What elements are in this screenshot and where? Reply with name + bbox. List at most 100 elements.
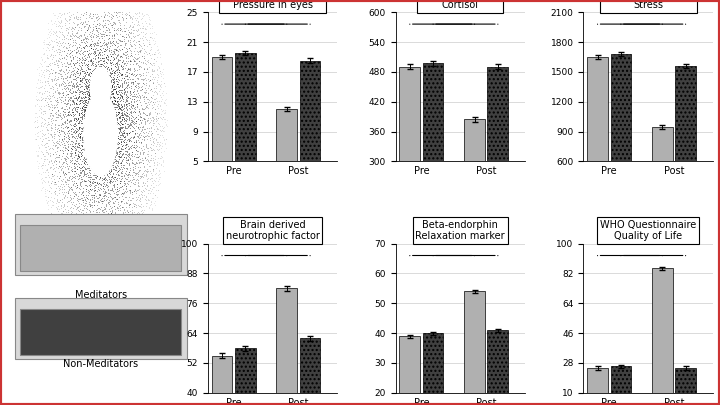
Point <box>115 89 127 96</box>
Point <box>40 97 51 104</box>
Point <box>93 133 104 140</box>
Point <box>104 121 116 127</box>
Point <box>89 99 100 105</box>
Point <box>81 72 93 79</box>
Point <box>78 132 89 138</box>
Point <box>95 205 107 211</box>
Point <box>81 178 93 184</box>
Point <box>78 131 90 137</box>
Point <box>90 239 102 246</box>
Point <box>68 157 80 163</box>
Point <box>80 34 91 40</box>
Point <box>154 62 166 68</box>
Point <box>68 251 80 257</box>
Point <box>94 130 106 136</box>
Point <box>125 152 137 158</box>
Point <box>48 65 59 71</box>
Point <box>54 133 66 140</box>
Point <box>85 157 96 164</box>
Point <box>83 129 94 136</box>
Point <box>84 134 96 141</box>
Point <box>110 254 122 260</box>
Point <box>63 144 74 151</box>
Point <box>41 63 53 69</box>
Point <box>95 127 107 134</box>
Point <box>74 152 86 158</box>
Point <box>130 136 141 142</box>
Point <box>89 262 101 269</box>
Point <box>135 20 147 27</box>
Point <box>84 37 95 44</box>
Point <box>90 82 102 88</box>
Point <box>87 30 99 36</box>
Point <box>75 48 86 54</box>
Point <box>131 68 143 74</box>
Point <box>104 137 115 144</box>
Point <box>97 5 109 12</box>
Point <box>49 209 60 216</box>
Point <box>67 179 78 185</box>
Point <box>84 4 96 11</box>
Point <box>64 239 76 245</box>
Point <box>76 167 87 174</box>
Point <box>120 71 132 78</box>
Point <box>72 98 84 104</box>
Point <box>71 159 83 166</box>
Point <box>86 88 97 94</box>
Point <box>35 179 47 185</box>
Point <box>128 140 140 147</box>
Point <box>104 243 115 249</box>
Point <box>75 61 86 67</box>
Point <box>114 107 126 113</box>
Point <box>48 39 60 45</box>
Point <box>95 75 107 81</box>
Point <box>101 140 112 146</box>
Point <box>99 242 110 249</box>
Point <box>125 1 136 8</box>
Point <box>84 95 96 102</box>
Point <box>117 196 129 202</box>
Point <box>127 18 138 24</box>
Point <box>63 60 75 67</box>
Point <box>100 0 112 3</box>
Point <box>138 137 149 143</box>
Point <box>60 116 71 123</box>
Point <box>45 134 56 140</box>
Point <box>92 142 104 148</box>
Point <box>126 42 138 48</box>
Point <box>129 90 140 97</box>
Point <box>111 148 122 154</box>
Point <box>109 40 121 47</box>
Point <box>42 204 54 211</box>
Point <box>145 104 157 111</box>
Point <box>112 180 123 187</box>
Point <box>65 191 76 198</box>
Point <box>127 141 139 147</box>
Point <box>112 211 124 217</box>
Point <box>80 66 91 72</box>
Point <box>93 97 104 103</box>
Point <box>100 212 112 218</box>
Point <box>154 141 166 148</box>
Point <box>96 156 108 162</box>
Point <box>127 147 138 154</box>
Point <box>138 209 149 215</box>
Point <box>93 68 104 75</box>
Point <box>144 50 156 57</box>
Point <box>122 151 133 157</box>
Point <box>48 100 60 107</box>
Point <box>90 115 102 121</box>
Point <box>107 156 119 162</box>
Point <box>150 165 161 172</box>
Point <box>107 156 118 163</box>
Point <box>91 192 102 198</box>
Point <box>117 113 129 119</box>
Point <box>118 105 130 111</box>
Point <box>63 107 74 114</box>
Point <box>94 122 105 128</box>
Point <box>106 229 117 236</box>
Point <box>96 52 108 59</box>
Point <box>84 127 96 133</box>
Point <box>106 253 117 260</box>
Point <box>54 211 66 217</box>
